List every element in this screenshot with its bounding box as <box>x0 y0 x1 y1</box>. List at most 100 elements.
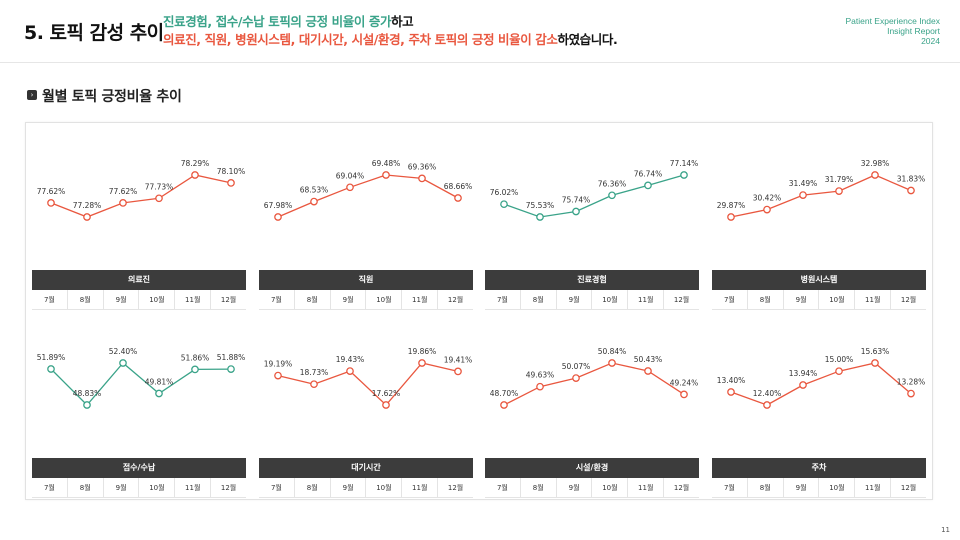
data-point <box>835 367 843 376</box>
tick-label: 9월 <box>104 478 140 497</box>
data-label: 31.83% <box>897 175 926 184</box>
tick-label: 9월 <box>557 290 593 309</box>
data-point <box>727 388 735 396</box>
data-point <box>454 194 462 202</box>
tick-label: 7월 <box>485 290 521 309</box>
line-chart-svg: 13.40% 12.40% 13.94% 15.00% 15.63% 13.28% <box>717 347 926 409</box>
data-point <box>680 171 688 179</box>
tick-label: 7월 <box>712 290 748 309</box>
tick-label: 11월 <box>855 478 892 497</box>
data-point <box>346 367 354 375</box>
tick-label: 10월 <box>366 290 403 309</box>
data-point <box>274 371 282 380</box>
data-label: 32.98% <box>861 159 890 168</box>
chart-title-bar: 접수/수납 <box>32 458 246 478</box>
month-axis: 7월 8월 9월 10월 11월 12월 <box>485 290 699 310</box>
data-point <box>907 389 915 398</box>
month-axis: 7월 8월 9월 10월 11월 12월 <box>712 290 926 310</box>
data-point <box>500 401 508 409</box>
data-point <box>382 401 390 409</box>
data-label: 50.43% <box>634 355 663 364</box>
data-label: 76.02% <box>490 188 519 197</box>
data-label: 69.48% <box>372 159 401 168</box>
data-label: 29.87% <box>717 201 746 210</box>
line-chart-svg: 77.62% 77.28% 77.62% 77.73% 78.29% 78.10% <box>37 159 245 221</box>
series-line <box>503 174 685 218</box>
charts-panel <box>25 122 933 500</box>
data-point <box>83 401 91 409</box>
data-label: 15.63% <box>861 347 890 356</box>
tick-label: 8월 <box>68 290 104 309</box>
data-label: 77.28% <box>73 201 102 210</box>
data-label: 49.81% <box>145 378 174 387</box>
data-label: 75.53% <box>526 201 555 210</box>
data-point <box>382 171 390 179</box>
subtitle-line-2: 의료진, 직원, 병원시스템, 대기시간, 시설/환경, 주차 토픽의 긍정 비… <box>163 31 618 49</box>
report-line-type: Insight Report <box>887 26 940 36</box>
tick-label: 11월 <box>175 290 212 309</box>
data-point <box>608 359 616 367</box>
topic-chart: 48.70% 49.63% 50.07% 50.84% 50.43% 49.24% 시설/환… <box>485 318 699 498</box>
data-label: 30.42% <box>753 194 782 203</box>
subtitle-connector-text: 하고 <box>391 14 414 29</box>
data-label: 78.29% <box>181 159 210 168</box>
data-label: 19.19% <box>264 360 293 369</box>
tick-label: 8월 <box>295 478 331 497</box>
tick-label: 12월 <box>673 296 690 304</box>
tick-label: 8월 <box>521 478 557 497</box>
topic-chart: 13.40% 12.40% 13.94% 15.00% 15.63% 13.28% 주차 7월… <box>712 318 926 498</box>
data-label: 48.83% <box>73 389 102 398</box>
tick-label: 9월 <box>784 478 820 497</box>
section-title: 월별 토픽 긍정비율 추이 <box>42 89 182 105</box>
data-point <box>227 179 235 187</box>
data-label: 19.86% <box>408 347 437 356</box>
tick-label: 7월 <box>485 478 521 497</box>
data-point <box>191 365 199 374</box>
tick-label: 12월 <box>220 296 237 304</box>
month-axis: 7월 8월 9월 10월 11월 12월 <box>485 478 699 498</box>
line-chart-svg: 19.19% 18.73% 19.43% 17.62% 19.86% 19.41% <box>264 347 472 409</box>
tick-label: 8월 <box>295 290 331 309</box>
data-point <box>799 191 807 199</box>
subtitle-ending-text: 하였습니다. <box>557 32 618 47</box>
series-line <box>50 362 232 406</box>
series-line <box>50 174 232 218</box>
data-label: 68.66% <box>444 182 473 191</box>
data-point <box>310 197 318 206</box>
chevron-right-icon: › <box>27 90 37 100</box>
chart-title-bar: 주차 <box>712 458 926 478</box>
subtitle-decrease-text: 의료진, 직원, 병원시스템, 대기시간, 시설/환경, 주차 토픽의 긍정 비… <box>163 32 558 47</box>
data-point <box>680 390 688 399</box>
tick-label: 9월 <box>331 290 367 309</box>
tick-label: 12월 <box>447 296 464 304</box>
data-label: 49.24% <box>670 378 699 387</box>
tick-label: 10월 <box>139 290 176 309</box>
tick-label: 8월 <box>521 290 557 309</box>
line-chart-svg: 29.87% 30.42% 31.49% 31.79% 32.98% 31.83% <box>717 159 926 221</box>
tick-label: 11월 <box>628 478 665 497</box>
data-point <box>572 207 580 216</box>
data-label: 13.28% <box>897 378 926 387</box>
line-chart-svg: 48.70% 49.63% 50.07% 50.84% 50.43% 49.24% <box>490 347 699 409</box>
tick-label: 12월 <box>447 484 464 492</box>
tick-label: 7월 <box>712 478 748 497</box>
topic-chart: 76.02% 75.53% 75.74% 76.36% 76.74% 77.14% 진료경험… <box>485 130 699 310</box>
data-point <box>274 213 282 221</box>
subtitle-line-1: 진료경험, 접수/수납 토픽의 긍정 비율이 증가하고 <box>163 13 617 31</box>
month-axis: 7월 8월 9월 10월 11월 12월 <box>32 478 246 498</box>
data-point <box>727 213 735 221</box>
data-label: 75.74% <box>562 196 591 205</box>
tick-label: 7월 <box>32 290 68 309</box>
tick-label: 7월 <box>32 478 68 497</box>
tick-label: 10월 <box>139 478 176 497</box>
data-label: 51.86% <box>181 353 210 362</box>
tick-label: 10월 <box>592 290 629 309</box>
tick-label: 10월 <box>366 478 403 497</box>
tick-label: 8월 <box>748 290 784 309</box>
data-label: 52.40% <box>109 347 138 356</box>
tick-label: 12월 <box>673 484 690 492</box>
tick-label: 8월 <box>748 478 784 497</box>
series-line <box>730 174 912 218</box>
data-point <box>191 171 199 179</box>
data-label: 50.07% <box>562 362 591 371</box>
